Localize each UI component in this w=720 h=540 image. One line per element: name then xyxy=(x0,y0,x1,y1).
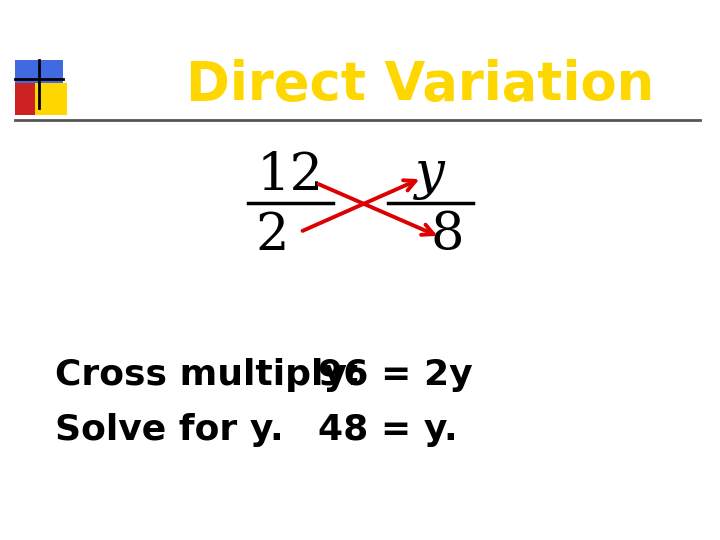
FancyBboxPatch shape xyxy=(15,60,63,108)
Text: Cross multiply:: Cross multiply: xyxy=(55,358,361,392)
Text: 48 = y.: 48 = y. xyxy=(318,413,458,447)
FancyBboxPatch shape xyxy=(35,83,67,115)
FancyArrowPatch shape xyxy=(302,180,415,231)
Text: 12: 12 xyxy=(256,150,323,200)
FancyArrowPatch shape xyxy=(318,184,433,235)
FancyBboxPatch shape xyxy=(15,83,47,115)
Text: Direct Variation: Direct Variation xyxy=(186,59,654,111)
Text: y: y xyxy=(415,150,445,200)
Text: 96 = 2y: 96 = 2y xyxy=(318,358,472,392)
Text: 8: 8 xyxy=(431,210,464,260)
Text: Solve for y.: Solve for y. xyxy=(55,413,284,447)
Text: 2: 2 xyxy=(256,210,289,260)
